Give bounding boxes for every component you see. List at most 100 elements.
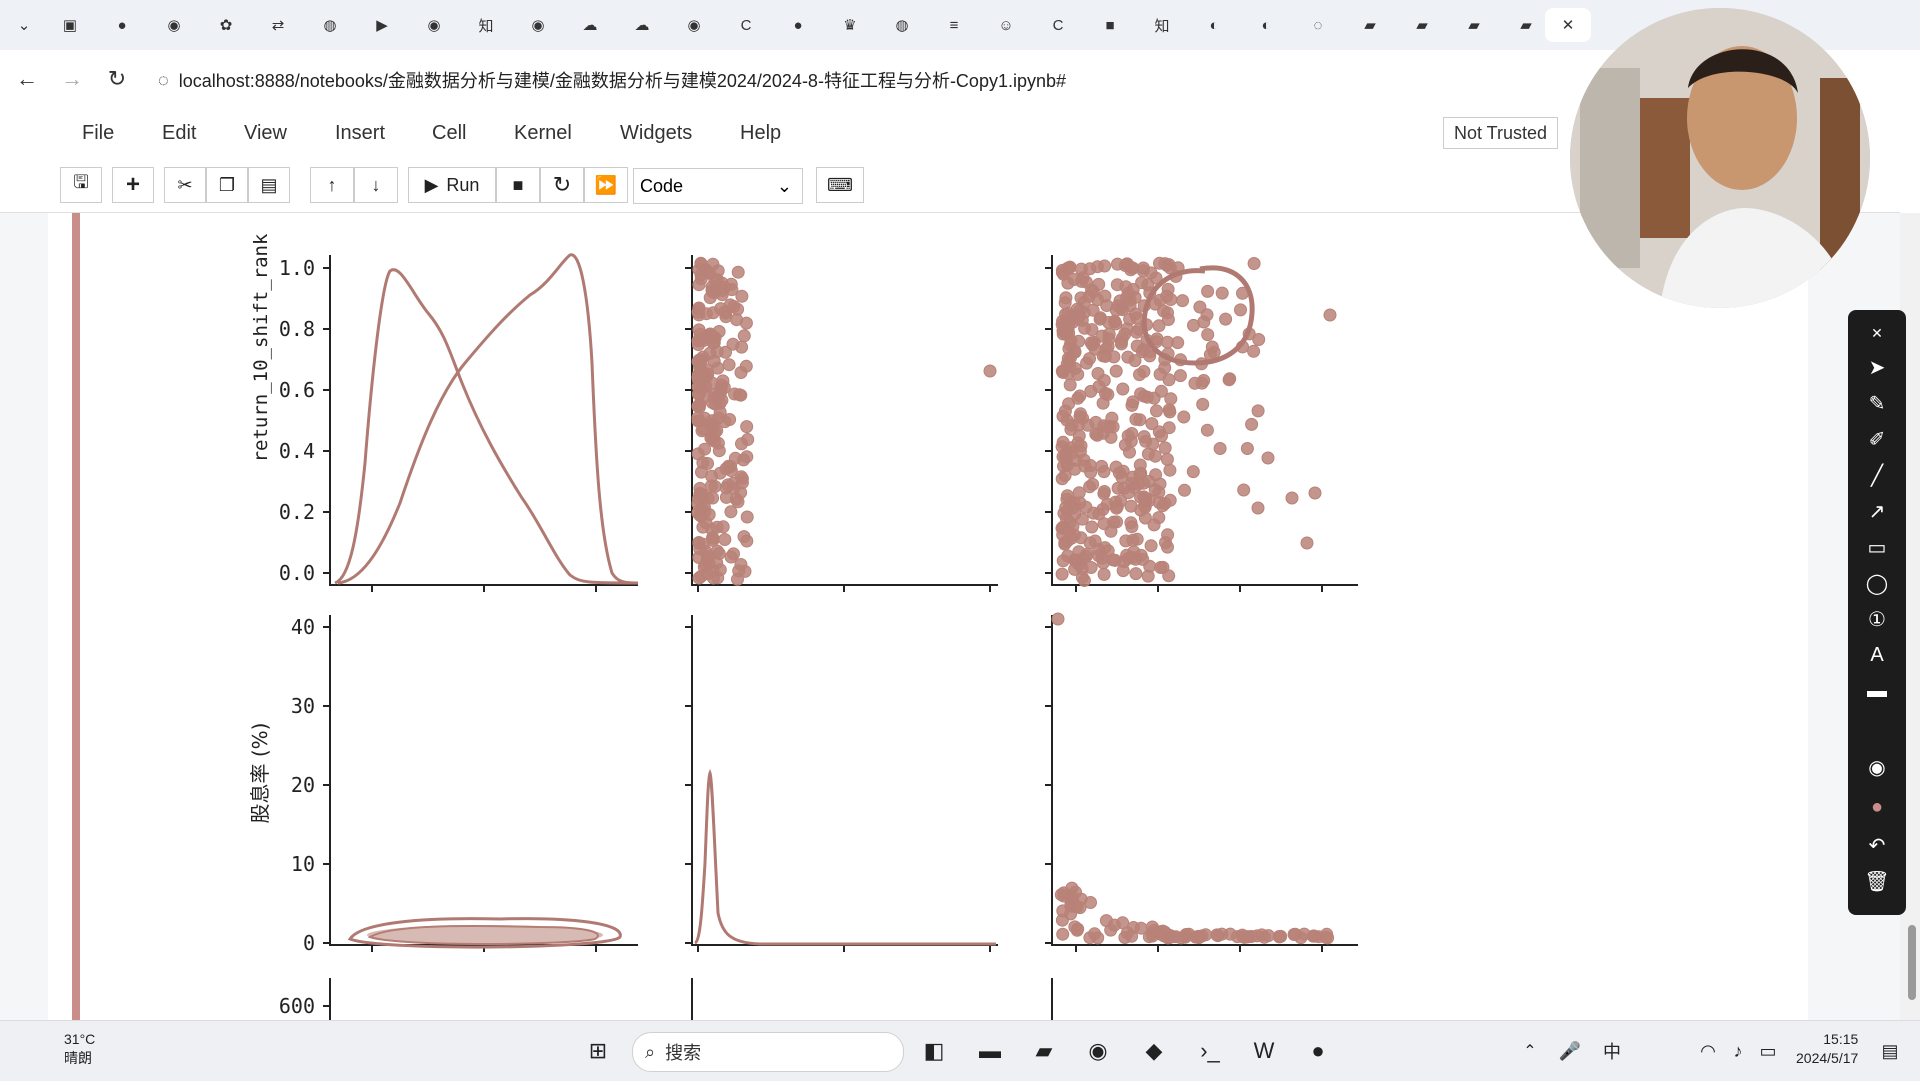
tab-list-icon[interactable]: ⌄ — [17, 17, 31, 34]
menu-cell[interactable]: Cell — [432, 122, 467, 144]
reload-icon[interactable]: ↻ — [107, 66, 127, 91]
tab-book-icon-2[interactable]: ▰ — [1416, 17, 1428, 34]
notification-icon[interactable]: ▤ — [1881, 1040, 1899, 1061]
cut-icon[interactable]: ✂ — [164, 167, 206, 203]
tab-crown-icon[interactable]: ♛ — [843, 17, 857, 34]
tab-book-icon-3[interactable]: ▰ — [1468, 17, 1480, 34]
tab-face-icon[interactable]: ☺ — [998, 16, 1014, 34]
forward-icon[interactable]: → — [61, 66, 83, 91]
move-up-icon[interactable]: ↑ — [310, 167, 354, 203]
menu-file[interactable]: File — [82, 122, 115, 144]
scrollbar-thumb[interactable] — [1908, 925, 1916, 1000]
powershell-icon[interactable]: ›_ — [1200, 1038, 1220, 1063]
tab-c-icon[interactable]: C — [740, 16, 752, 34]
scatter-point — [1106, 553, 1120, 567]
tab-translate-icon[interactable]: ⇄ — [271, 17, 285, 34]
tab-github-icon[interactable]: ◉ — [167, 17, 181, 34]
url-field[interactable]: ◌ localhost:8888/notebooks/金融数据分析与建模/金融数… — [150, 62, 1630, 98]
close-icon[interactable]: ✕ — [1871, 324, 1883, 341]
menu-insert[interactable]: Insert — [335, 122, 386, 144]
back-icon[interactable]: ← — [16, 66, 38, 91]
start-icon[interactable]: ⊞ — [588, 1038, 608, 1063]
scatter-point — [728, 451, 742, 465]
menu-widgets[interactable]: Widgets — [620, 122, 693, 144]
pen-icon[interactable]: ✎ — [1868, 392, 1886, 415]
battery-icon[interactable]: ▭ — [1759, 1040, 1777, 1061]
tab-loading-icon[interactable]: ◌ — [1313, 16, 1323, 34]
volume-icon[interactable]: ♪ — [1733, 1040, 1743, 1061]
menu-kernel[interactable]: Kernel — [514, 122, 572, 144]
tab-chat-icon[interactable]: ● — [793, 16, 803, 34]
tab-cloud-icon-2[interactable]: ☁ — [634, 17, 650, 34]
tab-cloud-icon[interactable]: ☁ — [582, 17, 598, 34]
text-icon[interactable]: A — [1870, 643, 1884, 666]
tab-zhihu-icon-2[interactable]: 知 — [1154, 17, 1170, 35]
menu-view[interactable]: View — [244, 122, 287, 144]
rectangle-icon[interactable]: ▭ — [1867, 536, 1887, 559]
system-clock[interactable]: 15:15 2024/5/17 — [1796, 1030, 1858, 1068]
undo-icon[interactable]: ↶ — [1868, 834, 1886, 857]
tab-book-icon[interactable]: ▰ — [1364, 17, 1376, 34]
fast-forward-icon[interactable]: ⏩ — [584, 167, 628, 203]
tab-globe-icon[interactable]: ◍ — [323, 17, 337, 34]
tab-jupyter-icon[interactable]: ◐ — [1209, 16, 1219, 34]
file-explorer-icon[interactable]: ▰ — [1035, 1038, 1053, 1063]
trust-status-button[interactable]: Not Trusted — [1443, 117, 1559, 149]
terminal-app-icon[interactable]: ▬ — [979, 1038, 1001, 1063]
tab-record-icon[interactable]: ● — [117, 16, 127, 34]
app-icon[interactable]: ◆ — [1145, 1038, 1163, 1063]
tab-calendar-icon[interactable]: ▣ — [62, 17, 78, 34]
stop-icon[interactable]: ■ — [496, 167, 540, 203]
tab-stack-icon[interactable]: ≡ — [949, 16, 959, 34]
arrow-icon[interactable]: ↗ — [1868, 500, 1886, 523]
tab-book-icon-4[interactable]: ▰ — [1520, 17, 1532, 34]
highlighter-icon[interactable]: ✐ — [1868, 428, 1886, 451]
tab-video-icon[interactable]: ▶ — [376, 17, 388, 34]
pointer-icon[interactable]: ➤ — [1868, 356, 1886, 379]
whiteboard-icon[interactable]: ▬ — [1867, 679, 1887, 702]
save-icon[interactable]: 🖫 — [60, 167, 102, 203]
paste-icon[interactable]: ▤ — [248, 167, 290, 203]
tab-github-icon-3[interactable]: ◉ — [531, 17, 545, 34]
tab-close-icon[interactable]: ✕ — [1545, 8, 1591, 42]
move-down-icon[interactable]: ↓ — [354, 167, 398, 203]
numbering-icon[interactable]: ① — [1868, 608, 1886, 631]
taskbar-search[interactable]: ⌕ 搜索 — [632, 1032, 904, 1072]
scatter-point — [1176, 294, 1189, 308]
cell-type-select[interactable]: Code ⌄ — [633, 168, 803, 204]
menu-edit[interactable]: Edit — [162, 122, 197, 144]
restart-icon[interactable]: ↻ — [540, 167, 584, 203]
wps-icon[interactable]: W — [1253, 1038, 1275, 1063]
spotlight-icon[interactable]: ◉ — [1868, 756, 1886, 779]
tab-github-icon-4[interactable]: ◉ — [687, 17, 701, 34]
chrome-icon[interactable]: ◉ — [1088, 1038, 1108, 1063]
tab-globe-icon-2[interactable]: ◍ — [895, 17, 909, 34]
tab-jupyter-icon-2[interactable]: ◐ — [1261, 16, 1271, 34]
ime-icon[interactable]: 中 — [1603, 1042, 1621, 1062]
scatter-point — [1074, 291, 1088, 305]
tab-c-icon-2[interactable]: C — [1052, 16, 1064, 34]
scatter-point — [1219, 312, 1233, 326]
site-info-icon[interactable]: ◌ — [158, 69, 169, 90]
tab-python-icon[interactable]: ✿ — [219, 17, 233, 34]
tab-github-icon-2[interactable]: ◉ — [427, 17, 441, 34]
menu-help[interactable]: Help — [740, 122, 782, 144]
line-icon[interactable]: ╱ — [1870, 464, 1884, 487]
task-view-icon[interactable]: ◧ — [923, 1038, 945, 1063]
microphone-icon[interactable]: 🎤 — [1558, 1040, 1582, 1061]
chevron-up-icon[interactable]: ⌃ — [1523, 1043, 1537, 1060]
color-picker-icon[interactable]: ● — [1870, 795, 1884, 818]
trash-icon[interactable]: 🗑 — [1864, 870, 1890, 893]
recorder-icon[interactable]: ● — [1311, 1038, 1325, 1063]
scatter-point — [1155, 429, 1168, 443]
run-button[interactable]: ▶ Run — [408, 167, 496, 203]
tab-zhihu-icon[interactable]: 知 — [478, 17, 494, 35]
output-cell[interactable] — [48, 213, 1808, 1020]
keyboard-icon[interactable]: ⌨ — [816, 167, 864, 203]
copy-icon[interactable]: ❐ — [206, 167, 248, 203]
weather-widget[interactable]: 31°C 晴朗 — [28, 1030, 95, 1068]
tab-camera-icon[interactable]: ■ — [1105, 16, 1115, 34]
insert-cell-icon[interactable]: + — [112, 167, 154, 203]
wifi-icon[interactable]: ◠ — [1700, 1040, 1716, 1061]
ellipse-icon[interactable]: ◯ — [1865, 572, 1889, 595]
